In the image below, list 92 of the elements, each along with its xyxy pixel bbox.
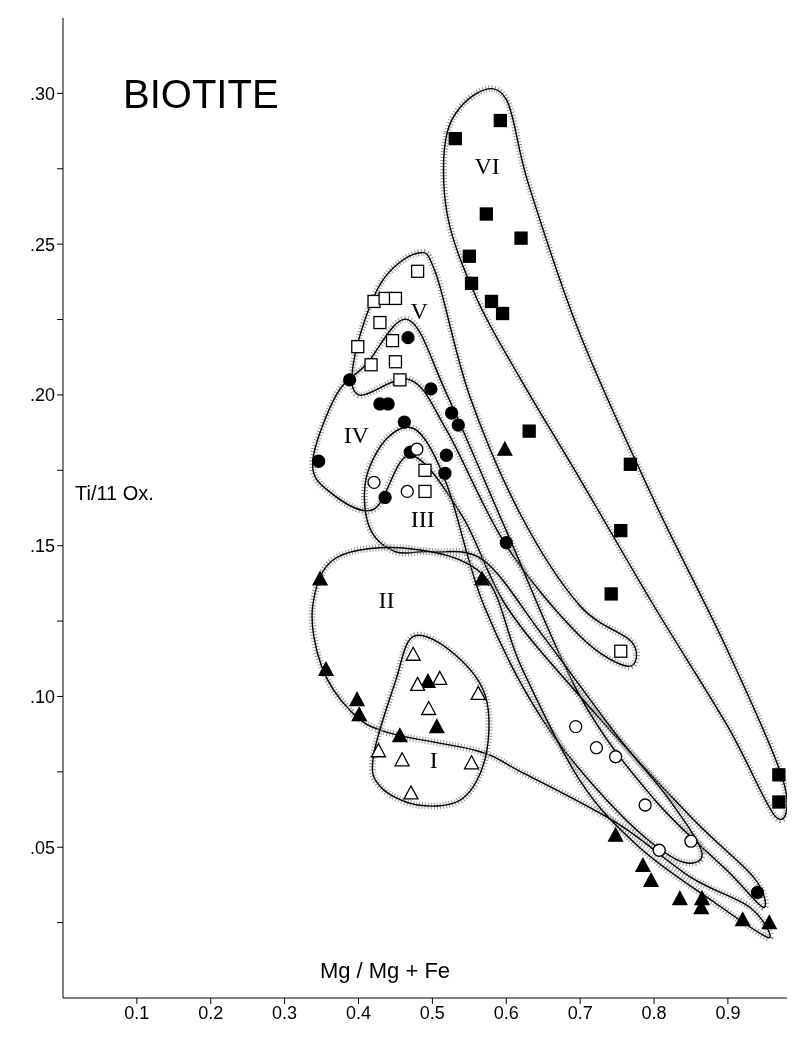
point xyxy=(761,914,777,930)
point xyxy=(318,661,334,676)
point xyxy=(343,373,357,387)
point xyxy=(349,691,365,707)
point xyxy=(497,441,513,456)
point xyxy=(439,448,454,462)
point xyxy=(311,454,326,468)
point xyxy=(652,843,666,857)
point xyxy=(750,885,765,900)
point xyxy=(405,646,421,661)
point xyxy=(370,743,387,758)
annotation: IV xyxy=(343,421,370,448)
point xyxy=(364,358,378,372)
x-tick-label: 0.3 xyxy=(272,1002,298,1023)
point xyxy=(735,911,751,927)
point xyxy=(403,785,419,800)
point xyxy=(499,536,513,550)
text: BIOTITE xyxy=(123,72,279,116)
x-tick-label: 0.6 xyxy=(493,1002,519,1023)
point xyxy=(464,276,479,290)
point xyxy=(418,463,432,477)
point xyxy=(589,741,604,755)
point xyxy=(684,834,698,848)
x-tick-label: 0.1 xyxy=(124,1002,150,1023)
point xyxy=(484,294,499,309)
annotation: II xyxy=(378,587,395,614)
y-tick-label: .25 xyxy=(29,234,55,255)
y-tick-label: .20 xyxy=(29,385,55,406)
point xyxy=(463,755,480,770)
x-tick-label: 0.4 xyxy=(345,1002,372,1023)
point xyxy=(385,334,400,348)
point xyxy=(420,673,436,689)
annotation: III xyxy=(410,506,435,533)
point xyxy=(604,587,618,601)
point xyxy=(474,571,490,586)
annotation: V xyxy=(410,298,429,325)
point xyxy=(672,890,688,906)
point xyxy=(400,484,414,499)
x-tick-label: 0.2 xyxy=(198,1002,224,1023)
point xyxy=(607,827,624,842)
point xyxy=(635,857,651,872)
x-tick-label: 0.9 xyxy=(715,1002,741,1023)
point xyxy=(514,231,528,245)
point xyxy=(608,750,623,764)
annotation: VI xyxy=(474,153,500,180)
point xyxy=(409,676,426,692)
point xyxy=(378,490,392,505)
x-tick-label: 0.8 xyxy=(641,1002,667,1023)
point xyxy=(432,670,448,686)
annotation: I xyxy=(429,747,438,774)
point xyxy=(397,415,411,429)
point xyxy=(410,264,425,278)
point xyxy=(448,131,462,146)
point xyxy=(393,373,407,387)
point xyxy=(638,798,652,812)
y-tick-label: .05 xyxy=(29,837,55,858)
x-tick-label: 0.7 xyxy=(567,1002,593,1023)
point xyxy=(614,644,628,658)
point xyxy=(388,355,403,369)
point xyxy=(401,330,415,345)
y-tick-label: .10 xyxy=(29,686,55,707)
point xyxy=(312,571,328,586)
x-axis-title: Mg / Mg + Fe xyxy=(319,958,451,983)
point xyxy=(643,872,659,888)
point xyxy=(614,523,628,538)
point xyxy=(373,315,387,330)
point xyxy=(444,406,459,420)
point xyxy=(392,728,408,743)
x-tick-label: 0.5 xyxy=(419,1002,445,1023)
point xyxy=(418,484,432,499)
point xyxy=(429,718,445,734)
point xyxy=(388,291,403,306)
point xyxy=(410,442,424,456)
point xyxy=(351,340,365,354)
point xyxy=(522,424,536,438)
point xyxy=(394,752,410,767)
point xyxy=(451,418,465,432)
point xyxy=(462,249,476,263)
point xyxy=(772,768,786,782)
y-tick-label: .30 xyxy=(29,83,55,104)
point xyxy=(470,685,486,701)
point xyxy=(623,457,638,471)
point xyxy=(495,306,510,321)
y-axis-title: Ti/11 Ox. xyxy=(75,482,154,505)
point xyxy=(493,113,508,128)
point xyxy=(421,700,437,716)
point xyxy=(479,207,493,221)
y-tick-label: .15 xyxy=(29,536,55,557)
point xyxy=(772,795,786,809)
point xyxy=(424,382,438,396)
point xyxy=(351,706,367,722)
point xyxy=(438,466,452,480)
